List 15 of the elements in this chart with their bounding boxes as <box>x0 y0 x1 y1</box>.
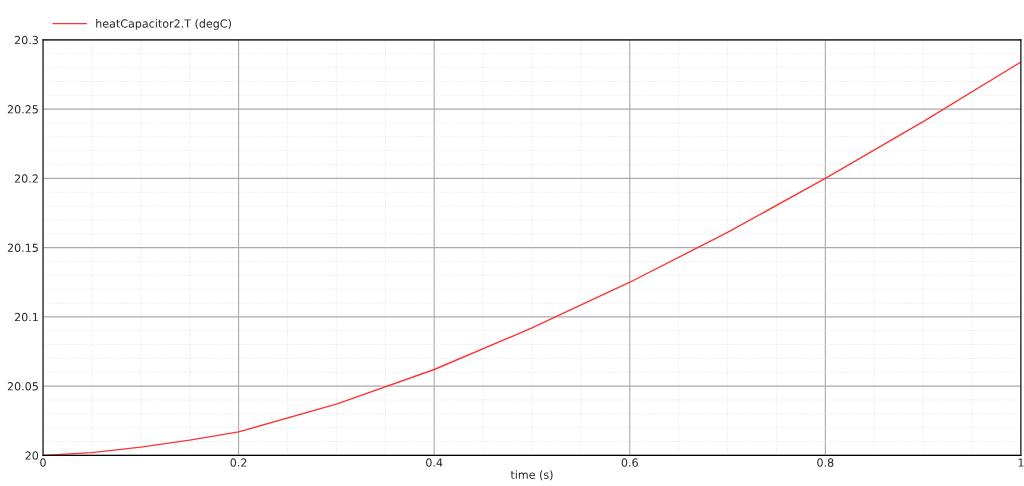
y-tick-label: 20.1 <box>14 312 38 322</box>
y-tick-label: 20.25 <box>7 105 38 114</box>
x-tick-label: 0.8 <box>817 458 834 467</box>
x-tick-label: 0.2 <box>230 458 247 467</box>
y-tick-label: 20.15 <box>7 243 38 252</box>
x-tick-label: 1 <box>1018 458 1024 467</box>
x-tick-label: 0.4 <box>426 458 443 467</box>
y-tick-label: 20 <box>25 451 39 460</box>
legend-label: heatCapacitor2.T (degC) <box>96 19 231 30</box>
y-tick-label: 20.2 <box>14 174 38 183</box>
x-tick-label: 0.6 <box>621 458 638 467</box>
y-tick-label: 20.3 <box>14 35 38 45</box>
x-tick-label: 0 <box>40 458 46 467</box>
y-tick-label: 20.05 <box>7 382 38 391</box>
x-axis-title: time (s) <box>510 470 553 481</box>
